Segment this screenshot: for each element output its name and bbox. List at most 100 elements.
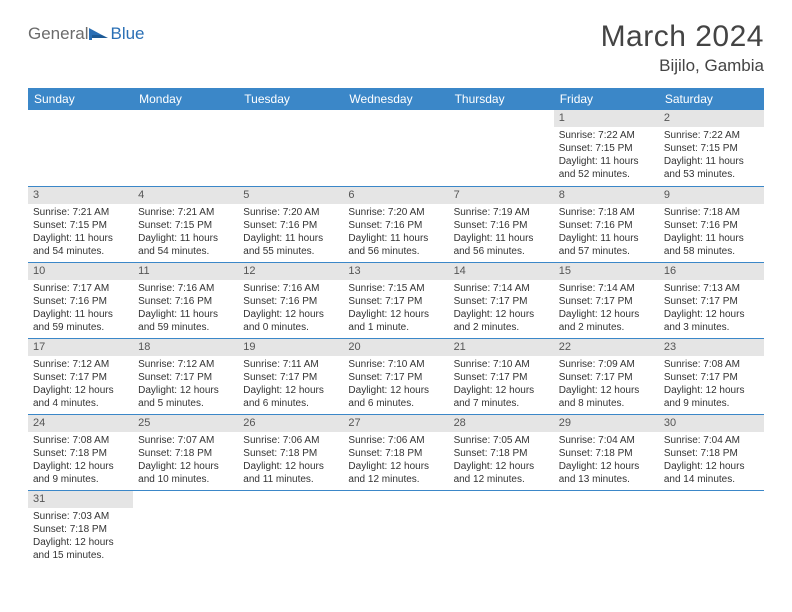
day-details: Sunrise: 7:21 AMSunset: 7:15 PMDaylight:… <box>28 204 133 261</box>
calendar-cell <box>133 110 238 186</box>
location-label: Bijilo, Gambia <box>601 56 764 76</box>
day-number: 3 <box>28 187 133 204</box>
weekday-header: Thursday <box>449 88 554 110</box>
day-number: 2 <box>659 110 764 127</box>
day-details: Sunrise: 7:06 AMSunset: 7:18 PMDaylight:… <box>343 432 448 489</box>
day-number: 23 <box>659 339 764 356</box>
day-number: 21 <box>449 339 554 356</box>
day-details: Sunrise: 7:14 AMSunset: 7:17 PMDaylight:… <box>449 280 554 337</box>
day-details: Sunrise: 7:08 AMSunset: 7:17 PMDaylight:… <box>659 356 764 413</box>
day-details: Sunrise: 7:20 AMSunset: 7:16 PMDaylight:… <box>343 204 448 261</box>
calendar-cell <box>449 490 554 566</box>
day-details: Sunrise: 7:07 AMSunset: 7:18 PMDaylight:… <box>133 432 238 489</box>
day-details: Sunrise: 7:08 AMSunset: 7:18 PMDaylight:… <box>28 432 133 489</box>
day-number: 9 <box>659 187 764 204</box>
calendar-cell: 27Sunrise: 7:06 AMSunset: 7:18 PMDayligh… <box>343 414 448 490</box>
day-number: 10 <box>28 263 133 280</box>
logo: General Blue <box>28 20 145 44</box>
calendar-cell: 4Sunrise: 7:21 AMSunset: 7:15 PMDaylight… <box>133 186 238 262</box>
weekday-header: Saturday <box>659 88 764 110</box>
day-details: Sunrise: 7:12 AMSunset: 7:17 PMDaylight:… <box>28 356 133 413</box>
day-number: 16 <box>659 263 764 280</box>
day-number: 29 <box>554 415 659 432</box>
day-number: 17 <box>28 339 133 356</box>
logo-text-blue: Blue <box>110 24 144 44</box>
calendar-cell: 7Sunrise: 7:19 AMSunset: 7:16 PMDaylight… <box>449 186 554 262</box>
day-number: 14 <box>449 263 554 280</box>
day-number: 25 <box>133 415 238 432</box>
logo-text-general: General <box>28 24 88 44</box>
day-details: Sunrise: 7:10 AMSunset: 7:17 PMDaylight:… <box>343 356 448 413</box>
weekday-header: Monday <box>133 88 238 110</box>
calendar-cell: 1Sunrise: 7:22 AMSunset: 7:15 PMDaylight… <box>554 110 659 186</box>
day-details: Sunrise: 7:04 AMSunset: 7:18 PMDaylight:… <box>554 432 659 489</box>
calendar-cell <box>343 490 448 566</box>
day-details: Sunrise: 7:13 AMSunset: 7:17 PMDaylight:… <box>659 280 764 337</box>
calendar-cell: 23Sunrise: 7:08 AMSunset: 7:17 PMDayligh… <box>659 338 764 414</box>
day-details: Sunrise: 7:18 AMSunset: 7:16 PMDaylight:… <box>659 204 764 261</box>
day-details: Sunrise: 7:22 AMSunset: 7:15 PMDaylight:… <box>554 127 659 184</box>
calendar-cell: 31Sunrise: 7:03 AMSunset: 7:18 PMDayligh… <box>28 490 133 566</box>
day-details: Sunrise: 7:03 AMSunset: 7:18 PMDaylight:… <box>28 508 133 565</box>
day-number: 28 <box>449 415 554 432</box>
calendar-cell: 24Sunrise: 7:08 AMSunset: 7:18 PMDayligh… <box>28 414 133 490</box>
day-details: Sunrise: 7:14 AMSunset: 7:17 PMDaylight:… <box>554 280 659 337</box>
calendar-cell: 12Sunrise: 7:16 AMSunset: 7:16 PMDayligh… <box>238 262 343 338</box>
calendar-cell: 30Sunrise: 7:04 AMSunset: 7:18 PMDayligh… <box>659 414 764 490</box>
day-details: Sunrise: 7:20 AMSunset: 7:16 PMDaylight:… <box>238 204 343 261</box>
calendar-cell: 5Sunrise: 7:20 AMSunset: 7:16 PMDaylight… <box>238 186 343 262</box>
calendar-cell: 11Sunrise: 7:16 AMSunset: 7:16 PMDayligh… <box>133 262 238 338</box>
page-title: March 2024 <box>601 20 764 54</box>
calendar-cell: 8Sunrise: 7:18 AMSunset: 7:16 PMDaylight… <box>554 186 659 262</box>
calendar-cell: 3Sunrise: 7:21 AMSunset: 7:15 PMDaylight… <box>28 186 133 262</box>
day-number: 11 <box>133 263 238 280</box>
weekday-header: Sunday <box>28 88 133 110</box>
weekday-header: Friday <box>554 88 659 110</box>
day-details: Sunrise: 7:18 AMSunset: 7:16 PMDaylight:… <box>554 204 659 261</box>
calendar-cell <box>133 490 238 566</box>
day-number: 8 <box>554 187 659 204</box>
flag-icon <box>88 26 110 42</box>
day-details: Sunrise: 7:16 AMSunset: 7:16 PMDaylight:… <box>238 280 343 337</box>
calendar-table: SundayMondayTuesdayWednesdayThursdayFrid… <box>28 88 764 566</box>
calendar-cell: 21Sunrise: 7:10 AMSunset: 7:17 PMDayligh… <box>449 338 554 414</box>
day-number: 1 <box>554 110 659 127</box>
day-details: Sunrise: 7:09 AMSunset: 7:17 PMDaylight:… <box>554 356 659 413</box>
day-number: 15 <box>554 263 659 280</box>
calendar-cell: 20Sunrise: 7:10 AMSunset: 7:17 PMDayligh… <box>343 338 448 414</box>
day-number: 24 <box>28 415 133 432</box>
calendar-cell: 26Sunrise: 7:06 AMSunset: 7:18 PMDayligh… <box>238 414 343 490</box>
calendar-cell <box>554 490 659 566</box>
calendar-cell: 16Sunrise: 7:13 AMSunset: 7:17 PMDayligh… <box>659 262 764 338</box>
calendar-cell: 19Sunrise: 7:11 AMSunset: 7:17 PMDayligh… <box>238 338 343 414</box>
calendar-cell <box>659 490 764 566</box>
calendar-cell: 29Sunrise: 7:04 AMSunset: 7:18 PMDayligh… <box>554 414 659 490</box>
calendar-cell <box>238 110 343 186</box>
day-number: 6 <box>343 187 448 204</box>
day-details: Sunrise: 7:10 AMSunset: 7:17 PMDaylight:… <box>449 356 554 413</box>
calendar-cell <box>343 110 448 186</box>
day-number: 31 <box>28 491 133 508</box>
day-details: Sunrise: 7:15 AMSunset: 7:17 PMDaylight:… <box>343 280 448 337</box>
day-details: Sunrise: 7:16 AMSunset: 7:16 PMDaylight:… <box>133 280 238 337</box>
day-number: 4 <box>133 187 238 204</box>
calendar-cell: 2Sunrise: 7:22 AMSunset: 7:15 PMDaylight… <box>659 110 764 186</box>
day-number: 12 <box>238 263 343 280</box>
day-details: Sunrise: 7:11 AMSunset: 7:17 PMDaylight:… <box>238 356 343 413</box>
day-number: 13 <box>343 263 448 280</box>
day-number: 26 <box>238 415 343 432</box>
day-details: Sunrise: 7:19 AMSunset: 7:16 PMDaylight:… <box>449 204 554 261</box>
calendar-cell: 15Sunrise: 7:14 AMSunset: 7:17 PMDayligh… <box>554 262 659 338</box>
day-details: Sunrise: 7:05 AMSunset: 7:18 PMDaylight:… <box>449 432 554 489</box>
calendar-cell: 25Sunrise: 7:07 AMSunset: 7:18 PMDayligh… <box>133 414 238 490</box>
day-number: 30 <box>659 415 764 432</box>
calendar-cell <box>238 490 343 566</box>
calendar-cell <box>28 110 133 186</box>
day-number: 18 <box>133 339 238 356</box>
calendar-cell: 22Sunrise: 7:09 AMSunset: 7:17 PMDayligh… <box>554 338 659 414</box>
calendar-cell: 18Sunrise: 7:12 AMSunset: 7:17 PMDayligh… <box>133 338 238 414</box>
day-details: Sunrise: 7:06 AMSunset: 7:18 PMDaylight:… <box>238 432 343 489</box>
day-number: 22 <box>554 339 659 356</box>
day-details: Sunrise: 7:22 AMSunset: 7:15 PMDaylight:… <box>659 127 764 184</box>
day-details: Sunrise: 7:21 AMSunset: 7:15 PMDaylight:… <box>133 204 238 261</box>
